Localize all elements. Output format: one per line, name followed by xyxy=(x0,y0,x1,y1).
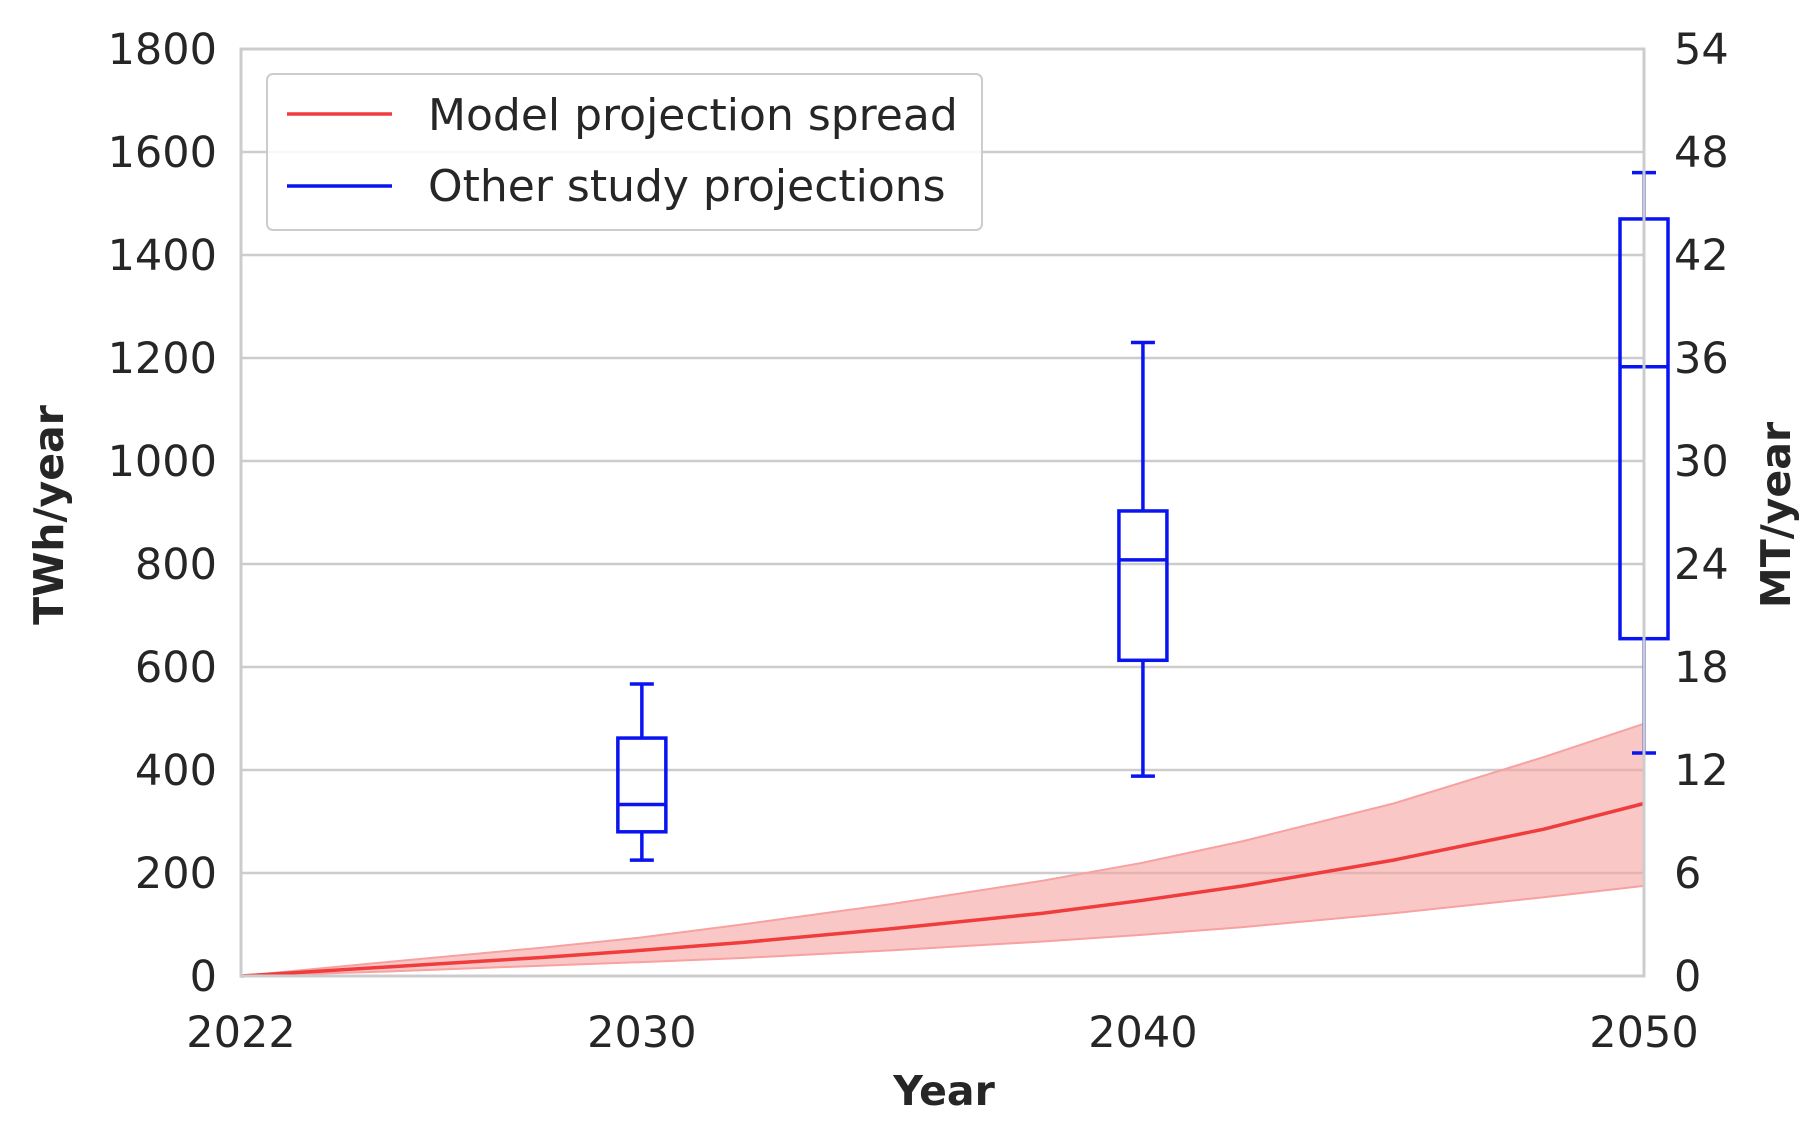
x-tick-label: 2050 xyxy=(1589,1008,1698,1058)
legend-frame xyxy=(266,73,983,231)
y-tick-label: 0 xyxy=(190,952,217,1002)
projection-band-layer xyxy=(240,722,1645,977)
boxplot-2030 xyxy=(616,682,668,862)
y-tick-label: 600 xyxy=(135,643,217,693)
y2-tick-label: 54 xyxy=(1674,25,1729,75)
box-iqr xyxy=(1117,509,1169,663)
y-tick-label: 200 xyxy=(135,849,217,899)
y2-tick-label: 42 xyxy=(1674,231,1729,281)
tick-labels: 0 0 200 6 400 12 600 18 800 24 1000 30 1200 36 1400 42 1… xyxy=(108,25,1729,1058)
projection-band xyxy=(240,722,1645,977)
y-tick-label: 1600 xyxy=(108,128,217,178)
y2-axis-title: MT/year xyxy=(1752,421,1800,608)
legend: Model projection spread Other study proj… xyxy=(266,73,983,231)
y2-tick-label: 12 xyxy=(1674,746,1729,796)
y2-tick-label: 36 xyxy=(1674,334,1729,384)
grid-lines xyxy=(241,150,1644,875)
x-tick-label: 2040 xyxy=(1088,1008,1197,1058)
projection-line-layer xyxy=(240,801,1645,978)
x-tick-label: 2022 xyxy=(186,1008,295,1058)
y2-tick-label: 30 xyxy=(1674,437,1729,487)
y2-tick-label: 18 xyxy=(1674,643,1729,693)
y-tick-label: 1000 xyxy=(108,437,217,487)
y-tick-label: 1200 xyxy=(108,334,217,384)
plot-frame xyxy=(239,47,1646,978)
box-iqr xyxy=(616,736,668,834)
y-tick-label: 1400 xyxy=(108,231,217,281)
legend-label-other-studies: Other study projections xyxy=(428,161,946,212)
y2-tick-label: 0 xyxy=(1674,952,1701,1002)
y-tick-label: 400 xyxy=(135,746,217,796)
y2-tick-label: 24 xyxy=(1674,540,1729,590)
x-axis-title: Year xyxy=(892,1067,995,1115)
y-tick-label: 800 xyxy=(135,540,217,590)
y-tick-label: 1800 xyxy=(108,25,217,75)
y2-tick-label: 48 xyxy=(1674,128,1729,178)
boxplot-2040 xyxy=(1117,340,1169,778)
y2-tick-label: 6 xyxy=(1674,849,1701,899)
projection-line xyxy=(240,801,1645,978)
y-axis-title: TWh/year xyxy=(25,404,73,625)
boxplot-layer xyxy=(616,170,1670,862)
x-tick-label: 2030 xyxy=(587,1008,696,1058)
legend-label-model-projection: Model projection spread xyxy=(428,90,958,141)
